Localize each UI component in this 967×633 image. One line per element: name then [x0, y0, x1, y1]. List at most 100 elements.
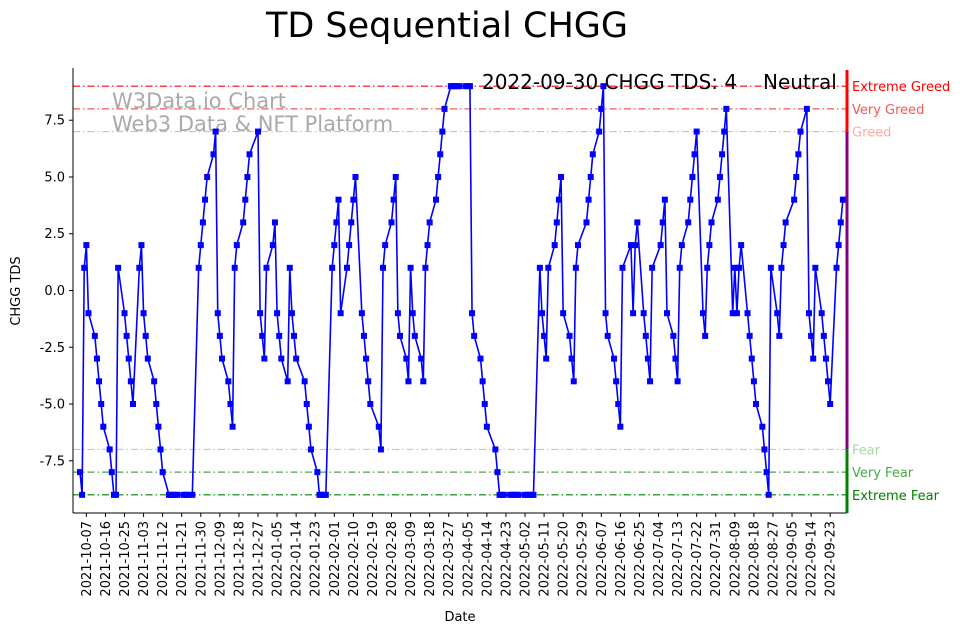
y-tick-label: 5.0: [44, 170, 65, 185]
data-point: [706, 242, 713, 249]
axes: -7.5 -5.0 -2.5 0.0 2.5 5.0 7.5 2021-10-07 2021-1…: [40, 68, 847, 597]
data-point: [127, 378, 134, 385]
data-point: [93, 355, 100, 362]
data-point: [827, 401, 834, 408]
x-tick-label: 2022-01-14: [290, 521, 305, 597]
data-point: [422, 264, 429, 271]
data-point: [106, 446, 113, 453]
data-point: [483, 423, 490, 430]
zone-label-fear: Fear: [852, 443, 881, 458]
data-point: [392, 173, 399, 180]
data-point: [155, 423, 162, 430]
data-point: [244, 173, 251, 180]
x-tick-label: 2022-04-14: [480, 521, 495, 597]
x-tick-label: 2021-11-12: [156, 521, 171, 597]
data-point: [439, 128, 446, 135]
data-point: [613, 378, 620, 385]
x-tick-label: 2021-11-21: [175, 521, 190, 597]
data-point: [659, 219, 666, 226]
data-point: [617, 423, 624, 430]
data-point: [382, 242, 389, 249]
data-point: [350, 196, 357, 203]
data-point: [409, 310, 416, 317]
zone-label-extreme-greed: Extreme Greed: [852, 80, 950, 95]
data-point: [284, 378, 291, 385]
data-point: [466, 83, 473, 90]
data-point: [782, 219, 789, 226]
data-point: [604, 332, 611, 339]
data-point: [791, 196, 798, 203]
data-point: [424, 242, 431, 249]
data-point: [820, 332, 827, 339]
data-point: [704, 264, 711, 271]
data-point: [729, 310, 736, 317]
data-point: [380, 264, 387, 271]
data-point: [121, 310, 128, 317]
data-point: [197, 242, 204, 249]
data-point: [761, 446, 768, 453]
data-point: [115, 264, 122, 271]
data-point: [746, 332, 753, 339]
data-point: [259, 332, 266, 339]
zone-label-extreme-fear: Extreme Fear: [852, 489, 940, 504]
data-point: [835, 242, 842, 249]
data-point: [808, 332, 815, 339]
data-point: [96, 378, 103, 385]
data-point: [572, 264, 579, 271]
data-point: [456, 83, 463, 90]
y-axis-label: CHGG TDS: [9, 256, 24, 325]
data-point: [678, 242, 685, 249]
zone-label-very-greed: Very Greed: [852, 103, 924, 118]
series-markers: [77, 83, 848, 498]
data-point: [77, 469, 83, 476]
data-point: [153, 401, 160, 408]
data-point: [358, 310, 365, 317]
data-point: [558, 173, 565, 180]
data-point: [202, 196, 209, 203]
y-tick-label: 7.5: [44, 114, 65, 129]
data-point: [585, 196, 592, 203]
x-tick-label: 2022-06-16: [614, 521, 629, 597]
data-point: [661, 196, 668, 203]
data-point: [640, 310, 647, 317]
data-point: [151, 378, 158, 385]
data-point: [685, 219, 692, 226]
x-tick-label: 2022-07-22: [690, 521, 705, 597]
data-point: [587, 173, 594, 180]
data-point: [691, 151, 698, 158]
x-tick-label: 2022-05-20: [557, 521, 572, 597]
data-point: [714, 196, 721, 203]
data-point: [307, 446, 314, 453]
data-point: [227, 401, 234, 408]
data-point: [322, 491, 329, 498]
data-point: [619, 264, 626, 271]
data-point: [390, 196, 397, 203]
data-point: [583, 219, 590, 226]
data-point: [649, 264, 656, 271]
latest-value-annotation: 2022-09-30 CHGG TDS: 4: [482, 70, 737, 94]
x-tick-label: 2021-12-27: [252, 521, 267, 597]
data-point: [435, 173, 442, 180]
data-point: [346, 242, 353, 249]
data-point: [555, 196, 562, 203]
data-point: [329, 264, 336, 271]
data-point: [144, 355, 151, 362]
data-point: [269, 242, 276, 249]
data-point: [210, 151, 217, 158]
data-point: [437, 151, 444, 158]
x-tick-label: 2022-08-18: [747, 521, 762, 597]
data-point: [833, 264, 840, 271]
data-point: [246, 151, 253, 158]
data-point: [125, 355, 132, 362]
data-point: [365, 378, 372, 385]
data-point: [818, 310, 825, 317]
data-point: [388, 219, 395, 226]
data-point: [367, 401, 374, 408]
data-point: [765, 491, 772, 498]
data-point: [229, 423, 236, 430]
x-tick-label: 2022-09-05: [786, 521, 801, 597]
x-tick-label: 2022-02-01: [328, 521, 343, 597]
data-point: [780, 242, 787, 249]
